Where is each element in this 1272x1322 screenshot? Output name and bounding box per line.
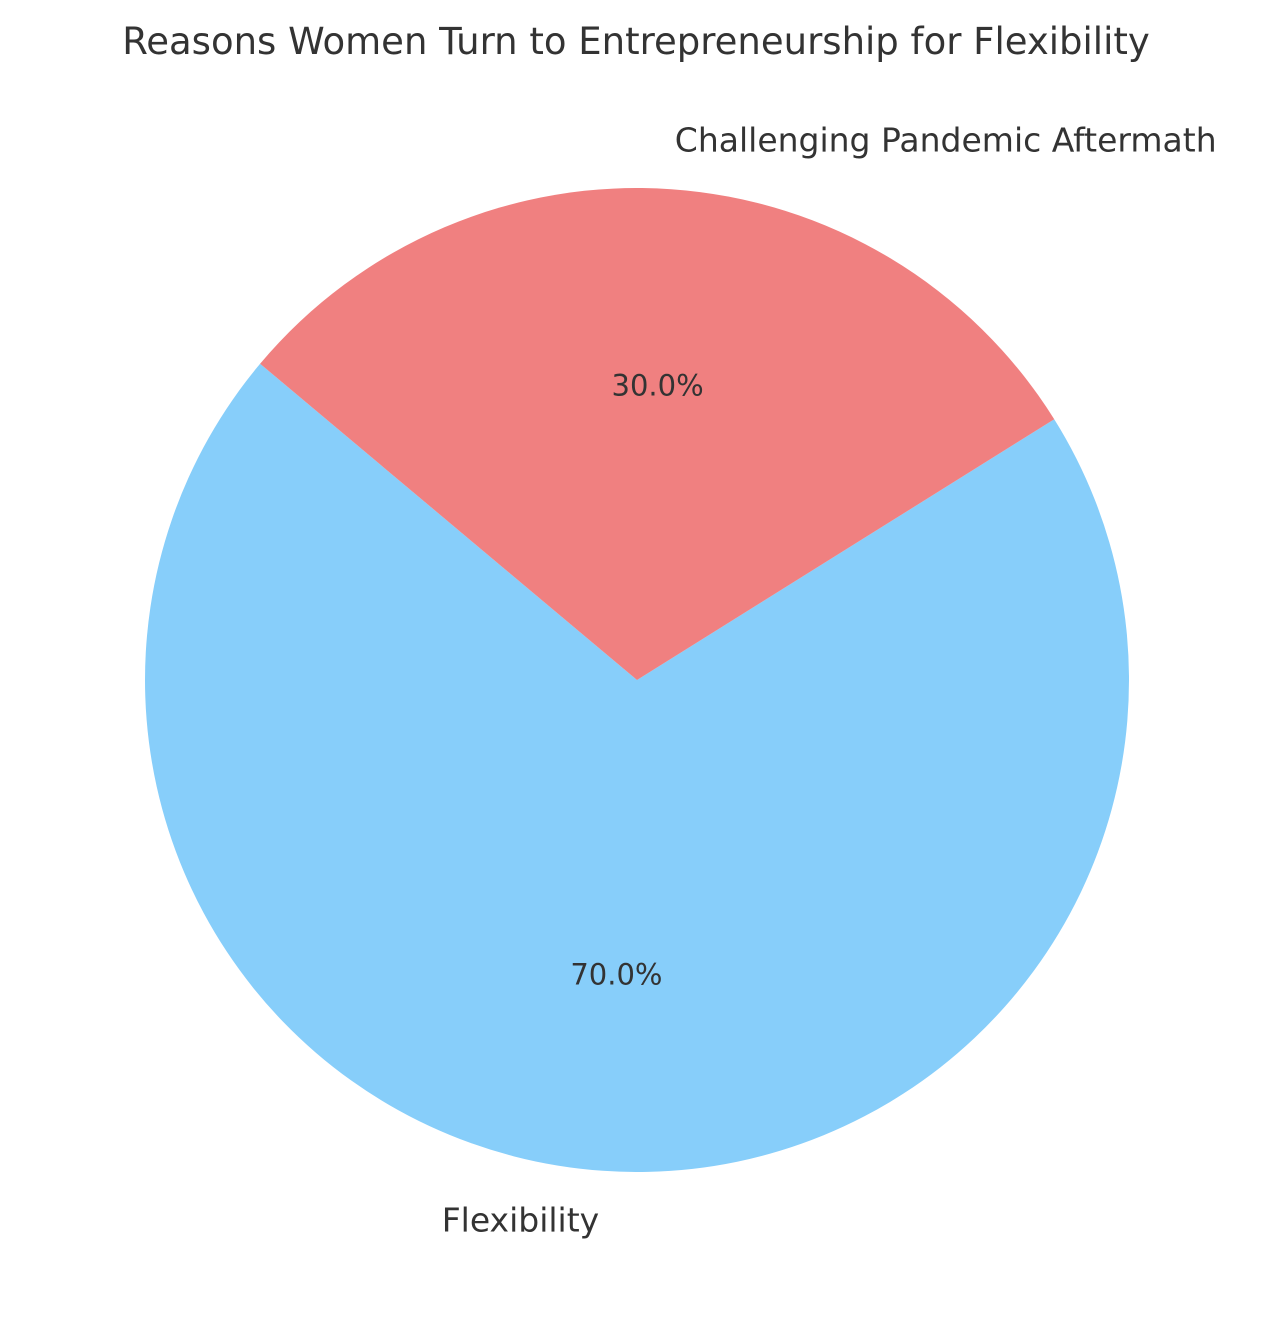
pie-slice-challenging-pandemic-aftermath	[260, 188, 1055, 680]
pct-label-challenging-pandemic-aftermath: 30.0%	[612, 369, 704, 403]
pct-label-flexibility: 70.0%	[570, 958, 662, 992]
slice-label-challenging-pandemic-aftermath: Challenging Pandemic Aftermath	[675, 121, 1217, 160]
pie-slice-flexibility	[145, 363, 1130, 1173]
chart-title: Reasons Women Turn to Entrepreneurship f…	[122, 20, 1150, 63]
slice-label-flexibility: Flexibility	[442, 1200, 600, 1239]
